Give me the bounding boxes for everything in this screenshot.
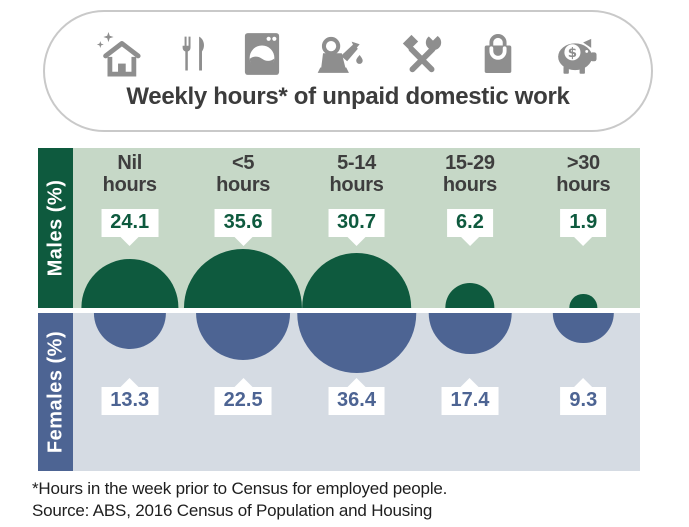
female-value-callout: 13.3: [101, 387, 159, 415]
male-value: 24.1: [110, 211, 150, 233]
activity-legend-pill: $ Weekly hours* of unpaid domestic work: [43, 10, 653, 132]
male-column-1: Nil hours 24.1: [73, 148, 186, 308]
bubble-chart: Males (%) Nil hours 24.1 <5 hours 35.6 5-14 hou…: [38, 148, 640, 471]
male-value: 35.6: [223, 211, 263, 233]
female-value: 36.4: [337, 389, 376, 411]
female-bubble: [553, 313, 614, 344]
male-column-4: 15-29 hours 6.2: [413, 148, 526, 308]
shopping-bag-icon: [484, 34, 511, 73]
females-axis-label: Females (%): [44, 330, 66, 454]
category-label: 15-29 hours: [442, 152, 497, 196]
watering-can-icon: [317, 36, 363, 73]
category-label: 5-14 hours: [329, 152, 384, 196]
female-bubble: [93, 313, 166, 350]
female-column-5: 9.3: [527, 313, 640, 471]
female-bubble: [296, 313, 417, 373]
male-value-callout: 30.7: [328, 209, 385, 237]
female-column-2: 22.5: [186, 313, 299, 471]
female-column-4: 17.4: [413, 313, 526, 471]
house-sparkle-icon: [96, 31, 141, 77]
piggy-bank-icon: $: [557, 38, 597, 74]
tools-icon: [402, 31, 441, 73]
female-value: 22.5: [223, 389, 263, 411]
female-value-callout: 17.4: [441, 387, 499, 415]
activity-icons-row: $: [45, 27, 651, 77]
female-value-callout: 9.3: [560, 387, 607, 415]
males-plot: Nil hours 24.1 <5 hours 35.6 5-14 hours 30.7 15-2…: [73, 148, 640, 308]
svg-text:$: $: [567, 46, 576, 61]
female-value: 13.3: [110, 389, 150, 411]
male-value-callout: 6.2: [447, 209, 493, 237]
males-axis: Males (%): [38, 148, 73, 308]
footnote: *Hours in the week prior to Census for e…: [32, 479, 448, 498]
male-column-2: <5 hours 35.6: [184, 148, 303, 308]
female-bubble: [428, 313, 512, 355]
male-bubble: [81, 259, 179, 308]
male-value-callout: 1.9: [560, 209, 607, 237]
females-section: Females (%) 13.3 22.5 36.4 17.4 9.3: [38, 313, 640, 471]
female-value: 17.4: [450, 389, 490, 411]
male-bubble: [445, 283, 495, 308]
female-bubble: [196, 313, 291, 360]
females-axis: Females (%): [38, 313, 73, 471]
male-value: 30.7: [337, 211, 376, 233]
male-bubble: [301, 253, 412, 308]
males-section: Males (%) Nil hours 24.1 <5 hours 35.6 5-14 hou…: [38, 148, 640, 308]
category-label: <5 hours: [216, 152, 271, 196]
females-plot: 13.3 22.5 36.4 17.4 9.3: [73, 313, 640, 471]
source-note: Source: ABS, 2016 Census of Population a…: [32, 501, 433, 520]
male-value: 1.9: [569, 211, 598, 233]
washing-machine-icon: [244, 33, 279, 75]
cutlery-icon: [182, 36, 204, 71]
female-value-callout: 22.5: [214, 387, 272, 415]
chart-title: Weekly hours* of unpaid domestic work: [126, 83, 570, 110]
male-column-5: >30 hours 1.9: [527, 148, 640, 308]
female-value: 9.3: [569, 389, 598, 411]
category-label: >30 hours: [556, 152, 611, 196]
female-column-3: 36.4: [296, 313, 417, 471]
male-bubble: [184, 248, 303, 308]
female-value-callout: 36.4: [328, 387, 385, 415]
female-column-1: 13.3: [73, 313, 186, 471]
male-value-callout: 35.6: [214, 209, 272, 237]
male-value-callout: 24.1: [101, 209, 159, 237]
male-bubble: [569, 294, 597, 308]
males-axis-label: Males (%): [44, 179, 66, 277]
male-column-3: 5-14 hours 30.7: [300, 148, 413, 308]
male-value: 6.2: [456, 211, 484, 233]
category-label: Nil hours: [102, 152, 157, 196]
section-divider: [38, 308, 640, 313]
